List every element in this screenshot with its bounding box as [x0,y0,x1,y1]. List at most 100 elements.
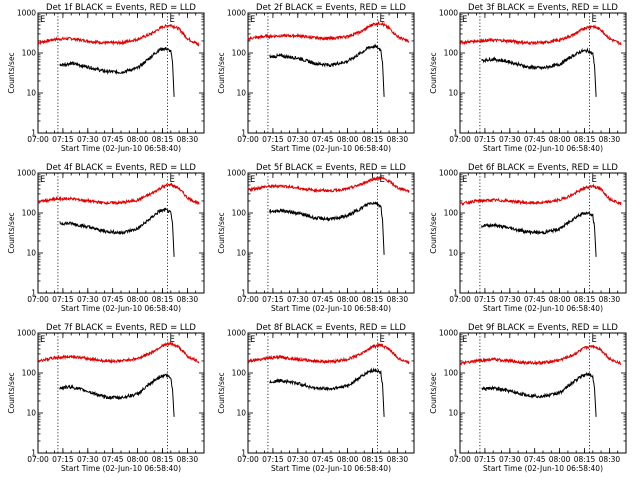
y-tick-label: 10 [448,249,458,258]
chart-panel-8: Det 8f BLACK = Events, RED = LLD 1 10 100 10… [217,323,415,473]
y-tick-label: 1000 [17,329,36,338]
x-tick-label: 07:45 [312,135,334,144]
y-tick-label: 1000 [439,169,458,178]
series-line-events [481,210,597,257]
y-tick-label: 1000 [17,169,36,178]
x-tick-label: 08:15 [362,455,384,464]
x-axis-label: Start Time (02-Jun-10 06:58:40) [271,304,391,313]
x-tick-label: 07:45 [102,455,124,464]
chart-panel-1: Det 1f BLACK = Events, RED = LLD 1 10 100 10… [7,3,205,153]
time-marker-label: E [379,335,384,345]
x-tick-label: 07:00 [449,295,471,304]
series-line-events [481,371,597,417]
series-line-events [59,46,175,97]
x-tick-label: 08:15 [574,135,596,144]
y-tick-label: 100 [444,209,459,218]
series-line-lld [459,344,622,366]
x-tick-label: 07:00 [27,455,49,464]
x-tick-label: 08:00 [127,135,149,144]
y-axis-label: Counts/sec [7,372,16,413]
x-tick-label: 08:00 [549,135,571,144]
x-tick-label: 07:45 [102,295,124,304]
time-marker-label: E [379,15,384,25]
plot-frame [247,332,415,454]
x-tick-label: 07:15 [474,135,496,144]
x-tick-label: 08:00 [549,295,571,304]
x-tick-label: 07:15 [262,295,284,304]
time-marker-label: E [591,335,596,345]
x-tick-label: 08:15 [152,135,174,144]
corner-mark: E [40,15,45,25]
chart-title: Det 4f BLACK = Events, RED = LLD [46,163,196,173]
x-tick-label: 07:15 [474,295,496,304]
x-tick-label: 07:30 [77,295,99,304]
time-marker-label: E [169,335,174,345]
x-tick-label: 08:00 [549,455,571,464]
chart-title: Det 6f BLACK = Events, RED = LLD [468,163,618,173]
x-tick-label: 08:15 [152,295,174,304]
corner-mark: E [250,175,255,185]
x-tick-label: 07:00 [237,135,259,144]
y-tick-label: 100 [444,49,459,58]
x-tick-label: 08:15 [574,295,596,304]
y-tick-label: 1 [31,129,36,138]
y-tick-label: 1000 [227,9,246,18]
y-tick-label: 100 [22,209,37,218]
x-tick-label: 07:00 [237,295,259,304]
x-tick-label: 07:15 [262,135,284,144]
series-line-events [59,207,175,257]
y-tick-label: 100 [232,49,247,58]
x-tick-label: 07:15 [52,295,74,304]
x-tick-label: 07:45 [524,295,546,304]
series-line-lld [247,176,410,194]
corner-mark: E [462,15,467,25]
y-tick-label: 1000 [227,329,246,338]
x-axis-label: Start Time (02-Jun-10 06:58:40) [61,464,181,473]
y-tick-label: 1 [453,129,458,138]
x-tick-label: 08:00 [127,295,149,304]
chart-panel-6: Det 6f BLACK = Events, RED = LLD 1 10 100 10… [429,163,627,313]
y-tick-label: 1 [241,449,246,458]
chart-panel-5: Det 5f BLACK = Events, RED = LLD 1 10 100 10… [217,163,415,313]
x-tick-label: 08:15 [362,295,384,304]
series-line-lld [247,20,410,44]
y-tick-label: 100 [444,369,459,378]
y-tick-label: 1 [241,129,246,138]
y-tick-label: 1 [453,449,458,458]
x-tick-label: 08:30 [177,135,199,144]
corner-mark: E [250,335,255,345]
y-tick-label: 100 [22,49,37,58]
y-tick-label: 1000 [439,329,458,338]
x-tick-label: 08:15 [362,135,384,144]
y-tick-label: 100 [22,369,37,378]
chart-title: Det 2f BLACK = Events, RED = LLD [256,3,406,13]
series-line-lld [459,24,622,46]
x-tick-label: 07:30 [499,135,521,144]
chart-title: Det 9f BLACK = Events, RED = LLD [468,323,618,333]
x-tick-label: 08:30 [177,295,199,304]
y-tick-label: 1000 [227,169,246,178]
y-tick-label: 10 [236,409,246,418]
plot-frame [459,332,627,454]
x-tick-label: 08:30 [177,455,199,464]
chart-panel-2: Det 2f BLACK = Events, RED = LLD 1 10 100 10… [217,3,415,153]
y-tick-label: 10 [236,249,246,258]
x-tick-label: 08:30 [599,135,621,144]
x-tick-label: 07:30 [287,455,309,464]
y-tick-label: 1 [453,289,458,298]
y-tick-label: 100 [232,369,247,378]
corner-mark: E [40,335,45,345]
time-marker-label: E [591,15,596,25]
series-line-events [59,372,175,417]
chart-title: Det 3f BLACK = Events, RED = LLD [468,3,618,13]
y-tick-label: 10 [448,89,458,98]
corner-mark: E [250,15,255,25]
x-tick-label: 08:00 [337,135,359,144]
x-axis-label: Start Time (02-Jun-10 06:58:40) [483,144,603,153]
x-tick-label: 08:30 [387,135,409,144]
corner-mark: E [462,335,467,345]
series-line-events [269,43,385,97]
x-tick-label: 07:00 [27,135,49,144]
chart-panel-3: Det 3f BLACK = Events, RED = LLD 1 10 100 10… [429,3,627,153]
time-marker-label: E [379,175,384,185]
